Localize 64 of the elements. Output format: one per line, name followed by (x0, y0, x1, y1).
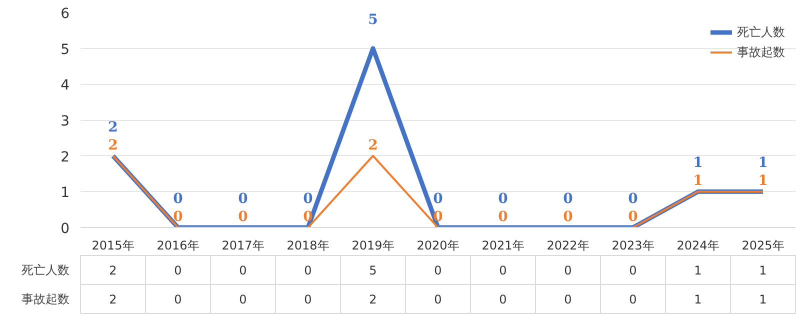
y-tick-label: 事故起数 (22, 292, 70, 306)
y-tick-label: 1 (60, 185, 70, 202)
data-label: 2 (109, 292, 117, 306)
data-label: 0 (628, 191, 638, 207)
x-tick-label: 2022年 (546, 238, 590, 252)
data-label: 2 (369, 292, 377, 306)
data-label: 0 (629, 292, 637, 306)
data-label: 0 (239, 292, 247, 306)
data-label: 1 (693, 155, 703, 172)
x-tick-label: 2020年 (416, 238, 460, 252)
data-label: 0 (174, 264, 182, 278)
data-label: 0 (434, 264, 442, 278)
y-tick-label: 6 (60, 6, 70, 22)
x-tick-label: 2025年 (742, 238, 784, 252)
x-tick-label: 2021年 (482, 238, 524, 252)
data-label: 1 (693, 173, 703, 190)
data-label: 1 (694, 264, 702, 278)
data-label: 0 (563, 209, 574, 225)
data-label: 0 (303, 191, 314, 207)
x-tick-label: 2023年 (612, 238, 654, 252)
data-label: 0 (563, 191, 574, 207)
data-label: 0 (173, 209, 184, 225)
x-tick-label: 2024年 (676, 238, 720, 252)
y-tick-label: 5 (60, 42, 70, 58)
data-label: 2 (109, 264, 117, 278)
data-label: 0 (564, 292, 572, 306)
data-label: 2 (368, 137, 378, 154)
data-label: 0 (628, 209, 638, 225)
data-label: 1 (759, 292, 767, 306)
y-tick-label: 2 (60, 149, 70, 166)
x-tick-label: 2016年 (156, 238, 200, 252)
legend-label: 事故起数 (737, 44, 785, 60)
data-label: 0 (499, 292, 507, 306)
data-label: 0 (629, 264, 637, 278)
x-tick-label: 2019年 (352, 238, 394, 252)
y-tick-label: 0 (60, 221, 70, 237)
data-label: 0 (304, 264, 312, 278)
data-label: 0 (173, 191, 184, 207)
data-label: 0 (238, 191, 248, 207)
data-label: 0 (238, 209, 248, 225)
data-label: 1 (694, 292, 702, 306)
data-label: 0 (434, 292, 442, 306)
data-label: 1 (758, 155, 768, 172)
y-tick-label: 3 (60, 114, 70, 130)
x-tick-label: 2017年 (222, 238, 264, 252)
data-label: 0 (564, 264, 572, 278)
data-label: 5 (369, 264, 377, 278)
data-label: 1 (759, 264, 767, 278)
data-label: 1 (758, 173, 768, 190)
data-label: 0 (498, 191, 508, 207)
data-label: 5 (368, 12, 378, 28)
legend-label: 死亡人数 (737, 24, 785, 40)
data-label: 0 (174, 292, 182, 306)
data-label: 2 (108, 119, 118, 136)
x-tick-label: 2018年 (286, 238, 330, 252)
x-tick-label: 2015年 (92, 238, 134, 252)
data-label: 0 (239, 264, 247, 278)
y-tick-label: 死亡人数 (22, 263, 70, 277)
data-label: 2 (108, 137, 118, 154)
y-tick-label: 4 (60, 78, 70, 94)
data-label: 0 (304, 292, 312, 306)
data-label: 0 (498, 209, 508, 225)
data-label: 0 (499, 264, 507, 278)
data-label: 0 (433, 191, 444, 207)
